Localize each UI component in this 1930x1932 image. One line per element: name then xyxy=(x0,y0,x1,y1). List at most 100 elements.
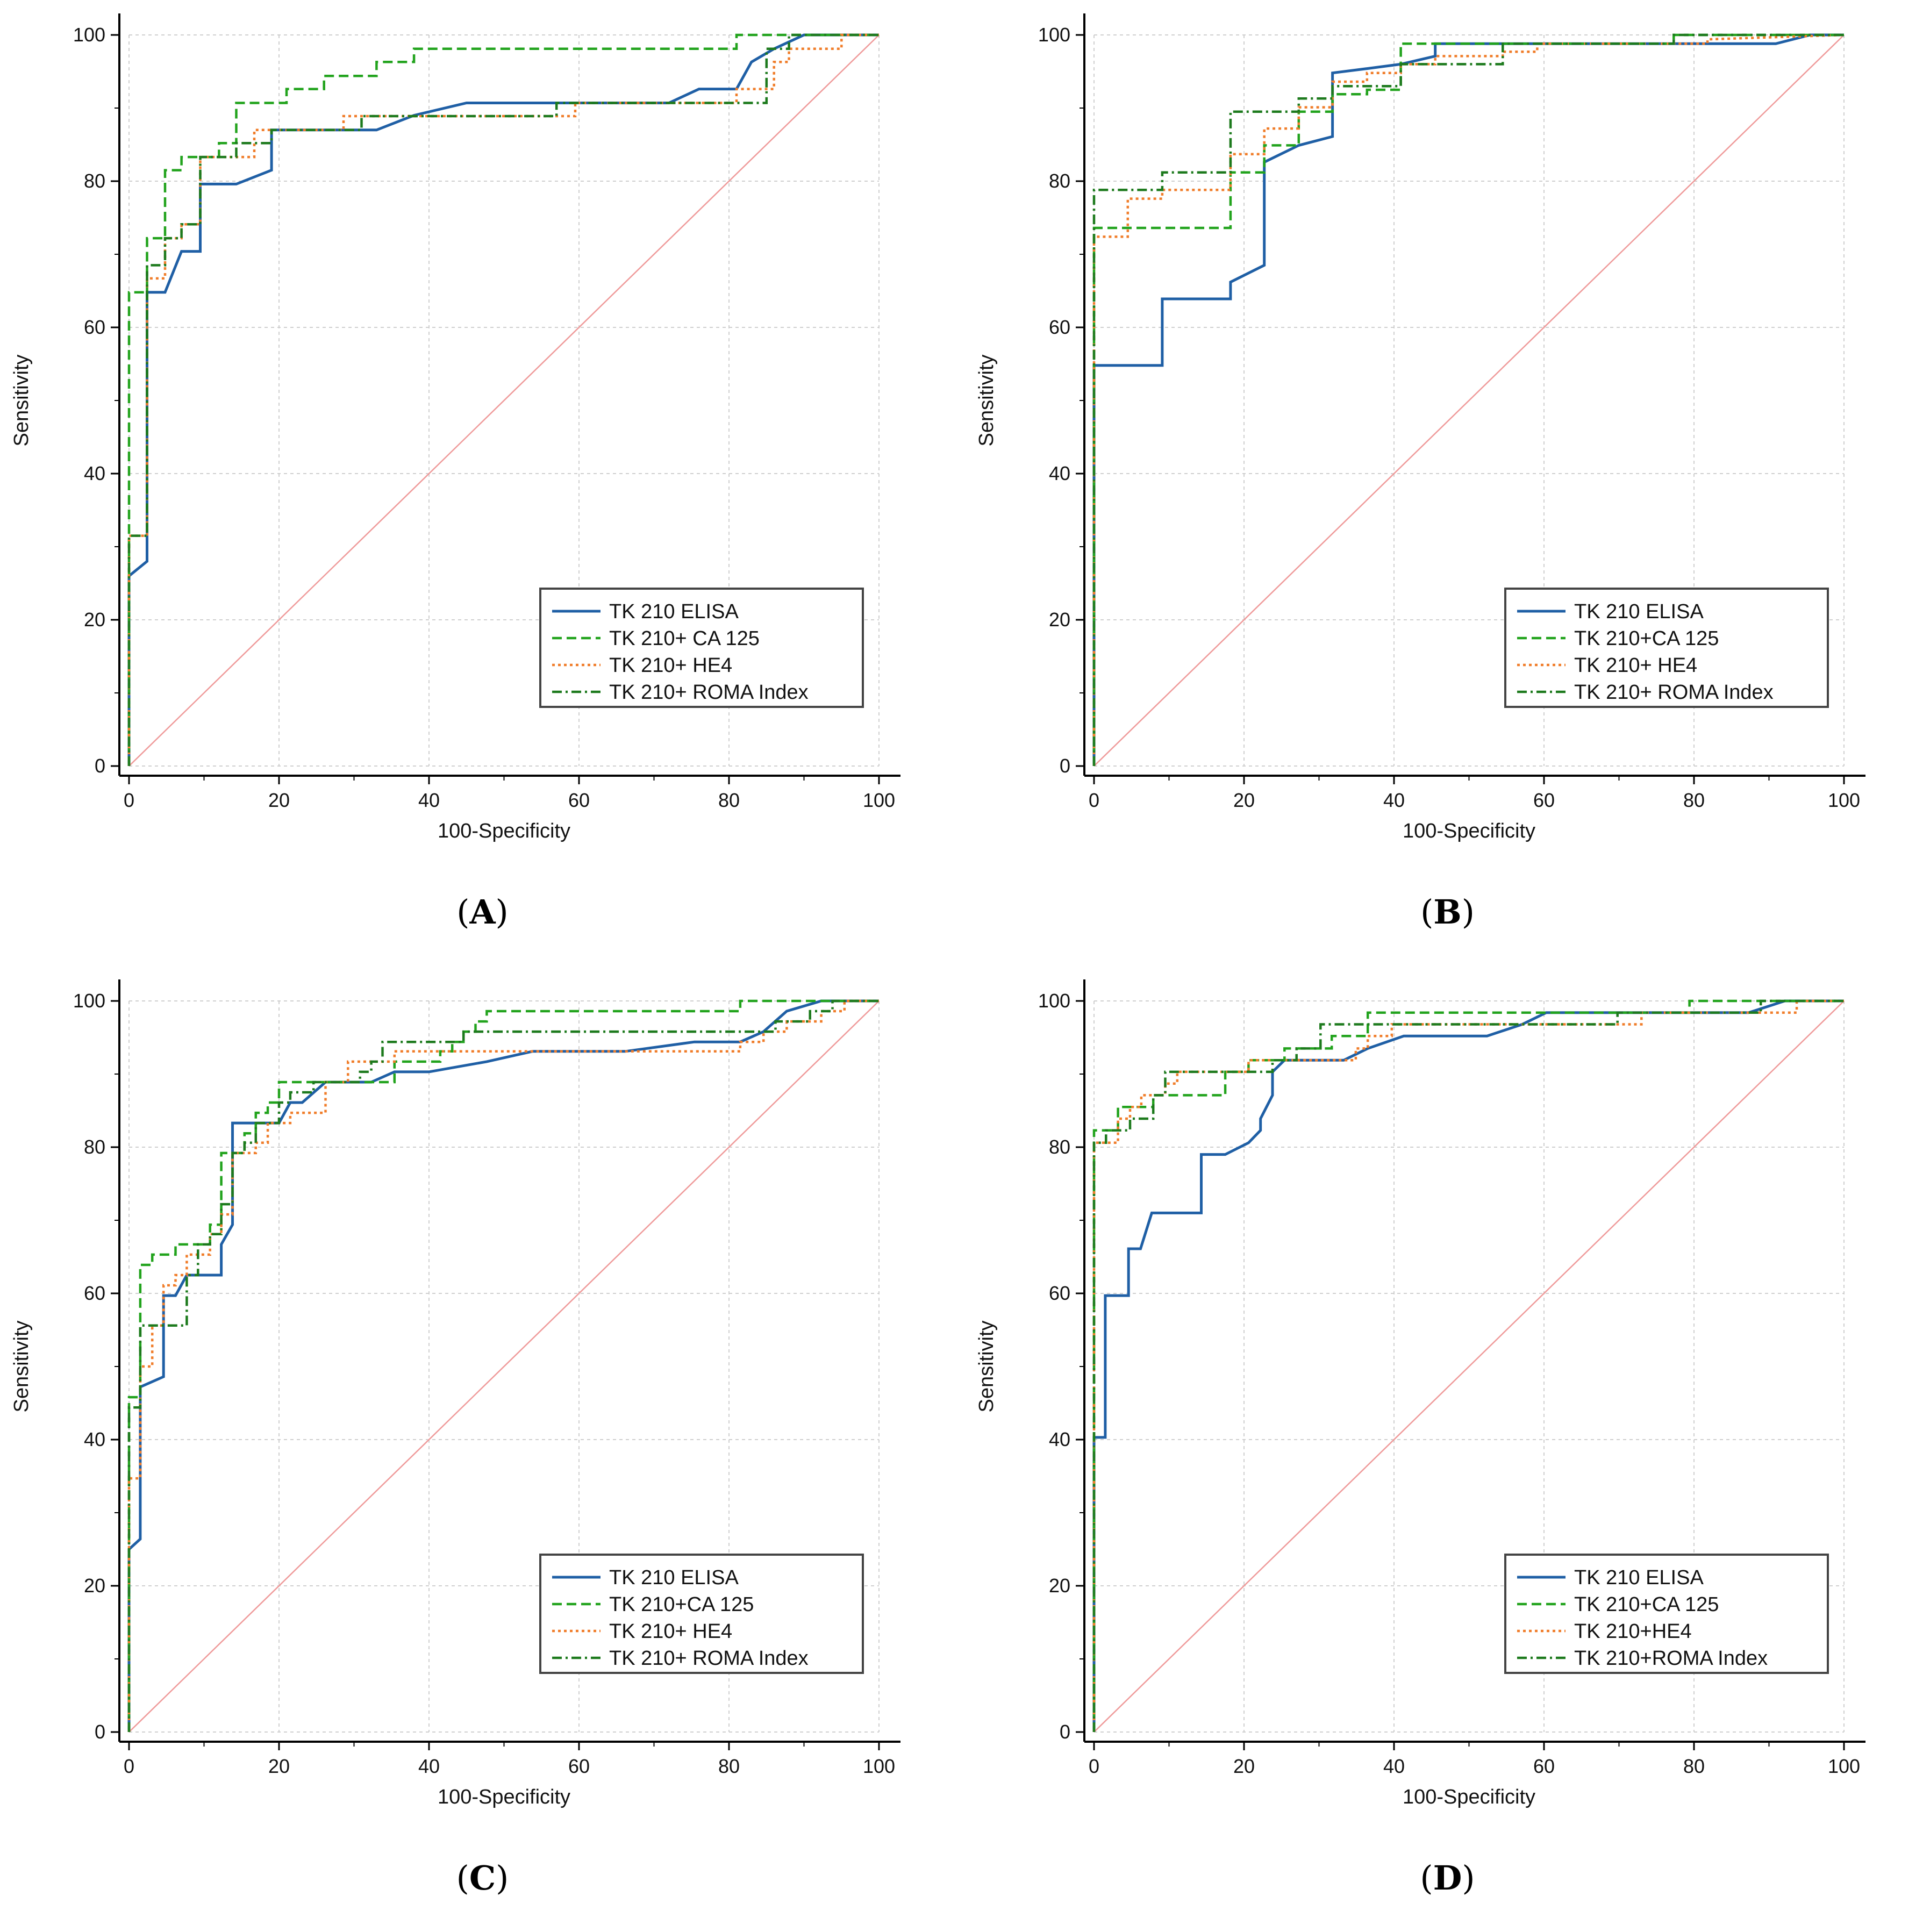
roc-series-ca125 xyxy=(1092,999,1844,1732)
roc-series-roma xyxy=(1092,33,1844,766)
panel-label-close: ) xyxy=(1461,892,1475,932)
y-tick-label: 0 xyxy=(1060,1721,1070,1743)
legend-label: TK 210+CA 125 xyxy=(1574,627,1719,650)
panel-label-letter: A xyxy=(469,892,496,932)
legend-label: TK 210+ ROMA Index xyxy=(609,681,809,704)
x-tick-label: 80 xyxy=(1683,1755,1705,1777)
panel-label-close: ) xyxy=(1462,1858,1475,1898)
roc-series-ca125 xyxy=(127,33,879,766)
y-tick-label: 0 xyxy=(95,1721,105,1743)
legend: TK 210 ELISA TK 210+CA 125 TK 210+ HE4 TK 2… xyxy=(1504,588,1829,708)
legend: TK 210 ELISA TK 210+CA 125 TK 210+HE4 TK 21… xyxy=(1504,1554,1829,1674)
y-tick-label: 40 xyxy=(84,1428,105,1450)
panel-label-a: (A) xyxy=(0,892,965,932)
x-tick-label: 60 xyxy=(568,1755,590,1777)
y-tick-label: 100 xyxy=(73,990,105,1012)
x-tick-label: 0 xyxy=(1089,789,1099,811)
legend-label: TK 210 ELISA xyxy=(1574,1566,1704,1589)
x-tick-label: 60 xyxy=(568,789,590,811)
x-tick-label: 60 xyxy=(1533,789,1555,811)
x-tick-label: 100 xyxy=(863,789,895,811)
roc-series-he4 xyxy=(1092,33,1845,766)
x-tick-label: 80 xyxy=(718,789,740,811)
y-tick-label: 80 xyxy=(84,170,105,192)
legend-label: TK 210+ CA 125 xyxy=(609,627,760,650)
y-tick-label: 40 xyxy=(1049,1428,1070,1450)
roc-series-ca125 xyxy=(1092,33,1844,766)
roc-series-elisa xyxy=(127,999,879,1732)
x-tick-label: 60 xyxy=(1533,1755,1555,1777)
panel-label-open: ( xyxy=(1420,1858,1433,1898)
x-axis-title: 100-Specificity xyxy=(438,820,570,842)
x-tick-label: 20 xyxy=(268,1755,290,1777)
legend-label: TK 210+ ROMA Index xyxy=(609,1647,809,1670)
y-tick-label: 100 xyxy=(1038,24,1070,46)
x-tick-label: 20 xyxy=(268,789,290,811)
x-tick-label: 40 xyxy=(1383,1755,1405,1777)
legend-label: TK 210+ ROMA Index xyxy=(1574,681,1774,704)
y-axis-title: Sensitivity xyxy=(975,354,998,446)
legend-box xyxy=(539,588,864,708)
x-axis-title: 100-Specificity xyxy=(438,1786,570,1808)
y-tick-label: 40 xyxy=(1049,462,1070,484)
panel-label-letter: B xyxy=(1433,892,1462,932)
legend: TK 210 ELISA TK 210+ CA 125 TK 210+ HE4 TK … xyxy=(539,588,864,708)
panel-label-b: (B) xyxy=(965,892,1930,932)
legend-label: TK 210 ELISA xyxy=(609,600,739,623)
legend-label: TK 210+ HE4 xyxy=(609,654,732,677)
reference-diagonal xyxy=(1093,34,1845,767)
y-axis-title: Sensitivity xyxy=(975,1320,998,1412)
roc-chart-d: 0 20 40 60 80 100 0 20 40 60 80 100 100-Specificity S… xyxy=(975,979,1865,1808)
roc-series-roma xyxy=(127,999,879,1732)
roc-series-roma xyxy=(127,33,879,766)
x-tick-label: 80 xyxy=(1683,789,1705,811)
roc-chart-c: 0 20 40 60 80 100 0 20 40 60 80 100 100-Specificity S… xyxy=(10,979,900,1808)
panel-b: 0 20 40 60 80 100 0 20 40 60 80 100 100-Specificity S… xyxy=(965,0,1930,966)
panel-label-open: ( xyxy=(456,892,470,932)
legend: TK 210 ELISA TK 210+CA 125 TK 210+ HE4 TK 2… xyxy=(539,1554,864,1674)
legend-box xyxy=(539,1554,864,1674)
x-tick-label: 100 xyxy=(863,1755,895,1777)
y-tick-label: 0 xyxy=(1060,755,1070,777)
x-tick-label: 20 xyxy=(1233,789,1255,811)
panel-label-letter: D xyxy=(1433,1858,1462,1898)
y-axis-title: Sensitivity xyxy=(10,354,33,446)
roc-series-he4 xyxy=(1092,999,1844,1732)
x-tick-label: 40 xyxy=(1383,789,1405,811)
x-tick-label: 100 xyxy=(1828,1755,1860,1777)
y-tick-label: 80 xyxy=(84,1136,105,1158)
reference-diagonal xyxy=(128,1000,880,1733)
panel-label-c: (C) xyxy=(0,1858,965,1898)
panel-a: 0 20 40 60 80 100 0 20 40 60 80 100 100-Specificity S… xyxy=(0,0,965,966)
y-tick-label: 60 xyxy=(1049,1282,1070,1304)
y-tick-label: 60 xyxy=(84,1282,105,1304)
roc-series-elisa xyxy=(1092,999,1844,1732)
panel-c: 0 20 40 60 80 100 0 20 40 60 80 100 100-Specificity S… xyxy=(0,966,965,1932)
legend-label: TK 210+CA 125 xyxy=(609,1593,754,1616)
panel-label-d: (D) xyxy=(965,1858,1930,1898)
x-axis-title: 100-Specificity xyxy=(1403,1786,1535,1808)
legend-label: TK 210+CA 125 xyxy=(1574,1593,1719,1616)
legend-box xyxy=(1504,588,1829,708)
y-tick-label: 80 xyxy=(1049,1136,1070,1158)
panel-label-open: ( xyxy=(1420,892,1434,932)
y-tick-label: 20 xyxy=(84,609,105,631)
y-tick-label: 20 xyxy=(1049,1575,1070,1597)
legend-label: TK 210+ HE4 xyxy=(609,1620,732,1643)
roc-chart-a: 0 20 40 60 80 100 0 20 40 60 80 100 100-Specificity S… xyxy=(10,13,900,842)
y-tick-label: 60 xyxy=(1049,316,1070,338)
y-tick-label: 40 xyxy=(84,462,105,484)
roc-chart-b: 0 20 40 60 80 100 0 20 40 60 80 100 100-Specificity S… xyxy=(975,13,1865,842)
x-tick-label: 20 xyxy=(1233,1755,1255,1777)
legend-label: TK 210+ROMA Index xyxy=(1574,1647,1768,1670)
legend-label: TK 210+ HE4 xyxy=(1574,654,1697,677)
reference-diagonal xyxy=(1093,1000,1845,1733)
x-tick-label: 0 xyxy=(1089,1755,1099,1777)
roc-series-ca125 xyxy=(127,999,879,1732)
x-tick-label: 40 xyxy=(418,1755,440,1777)
legend-box xyxy=(1504,1554,1829,1674)
x-tick-label: 100 xyxy=(1828,789,1860,811)
panel-label-close: ) xyxy=(496,1858,509,1898)
panel-label-open: ( xyxy=(456,1858,469,1898)
x-tick-label: 0 xyxy=(124,789,134,811)
